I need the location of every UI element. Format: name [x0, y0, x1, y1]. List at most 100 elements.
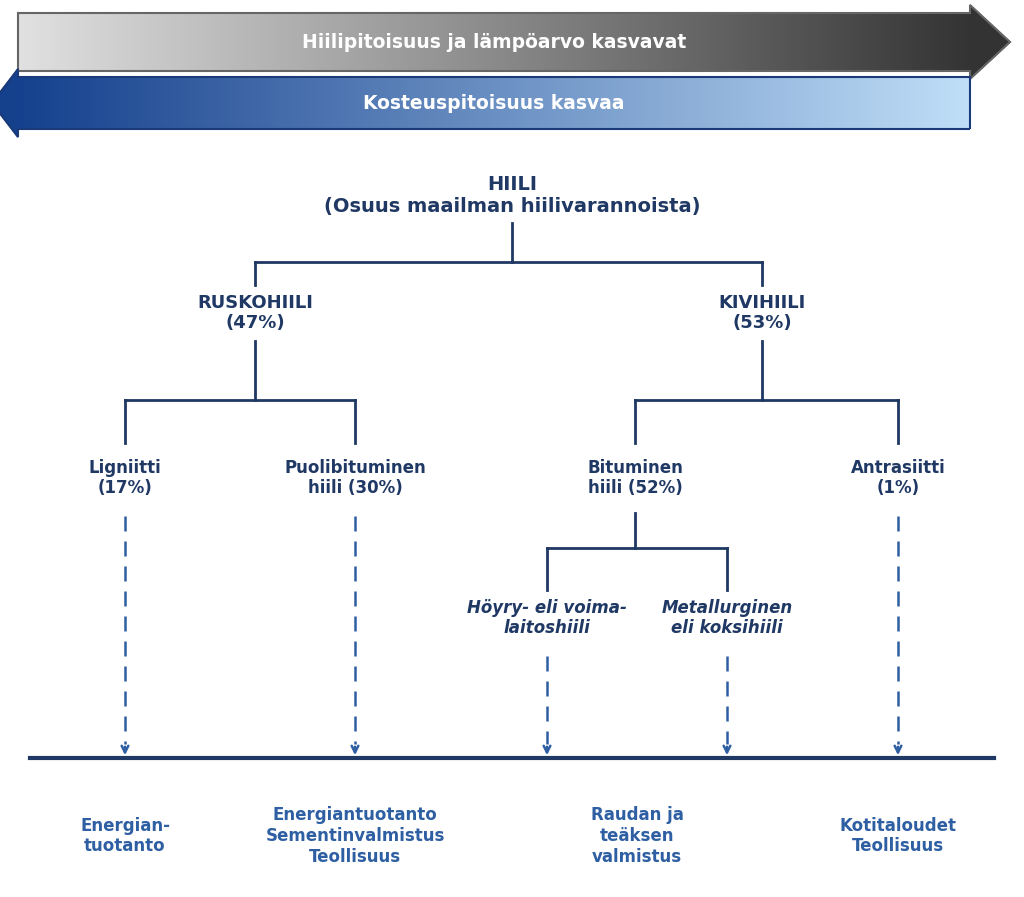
Bar [75, 13, 78, 71]
Bar [920, 13, 923, 71]
Bar [135, 13, 138, 71]
Bar [88, 13, 91, 71]
Bar [602, 13, 605, 71]
Bar [303, 13, 307, 71]
Text: HIILI
(Osuus maailman hiilivarannoista): HIILI (Osuus maailman hiilivarannoista) [324, 175, 700, 215]
Bar [152, 77, 155, 129]
Bar [481, 13, 484, 71]
Bar [268, 77, 271, 129]
Bar [313, 77, 316, 129]
Bar [672, 13, 675, 71]
Bar [345, 77, 348, 129]
Bar [364, 77, 367, 129]
Bar [592, 13, 596, 71]
Bar [624, 77, 628, 129]
Bar [78, 13, 82, 71]
Bar [167, 77, 170, 129]
Bar [738, 77, 741, 129]
Bar [932, 13, 935, 71]
Bar [957, 77, 961, 129]
Bar [906, 13, 909, 71]
Bar [903, 13, 906, 71]
Bar [106, 13, 110, 71]
Text: Antrasiitti
(1%): Antrasiitti (1%) [851, 458, 945, 498]
Bar [446, 77, 450, 129]
Bar [885, 77, 888, 129]
Bar [894, 77, 897, 129]
Bar [164, 77, 167, 129]
Bar [161, 77, 164, 129]
Bar [53, 13, 56, 71]
Bar [412, 13, 415, 71]
Bar [681, 77, 684, 129]
Bar [152, 13, 155, 71]
Bar [586, 77, 589, 129]
Bar [818, 13, 821, 71]
Bar [196, 77, 199, 129]
Bar [583, 13, 586, 71]
Bar [790, 77, 793, 129]
Bar [912, 77, 916, 129]
Bar [183, 13, 186, 71]
Bar [241, 77, 244, 129]
Bar [802, 13, 805, 71]
Bar [427, 77, 430, 129]
Bar [687, 13, 691, 71]
Bar [669, 77, 672, 129]
Bar [611, 77, 614, 129]
Bar [360, 13, 364, 71]
Bar [406, 13, 409, 71]
Bar [196, 13, 199, 71]
Bar [199, 13, 202, 71]
Bar [751, 13, 755, 71]
Bar [18, 13, 22, 71]
Text: Hiilipitoisuus ja lämpöarvo kasvavat: Hiilipitoisuus ja lämpöarvo kasvavat [302, 32, 686, 51]
Bar [567, 13, 570, 71]
Bar [954, 77, 957, 129]
Bar [830, 77, 834, 129]
Bar [621, 77, 624, 129]
Bar [510, 77, 513, 129]
Bar [608, 13, 611, 71]
Bar [498, 13, 501, 71]
Bar [110, 13, 114, 71]
Bar [300, 13, 303, 71]
Bar [247, 77, 250, 129]
Bar [663, 77, 666, 129]
Bar [490, 13, 494, 71]
Bar [487, 13, 490, 71]
Bar [567, 77, 570, 129]
Bar [456, 13, 459, 71]
Bar [805, 13, 808, 71]
Bar [437, 77, 440, 129]
Bar [282, 13, 285, 71]
Bar [177, 77, 180, 129]
Bar [631, 13, 634, 71]
Bar [450, 13, 453, 71]
Bar [62, 13, 66, 71]
Bar [285, 13, 288, 71]
Bar [941, 13, 944, 71]
Bar [466, 77, 469, 129]
Bar [675, 13, 678, 71]
Bar [323, 77, 326, 129]
Bar [643, 13, 646, 71]
Bar [850, 77, 853, 129]
Bar [897, 13, 900, 71]
Bar [155, 77, 158, 129]
Bar [542, 77, 545, 129]
Bar [652, 77, 655, 129]
Bar [513, 77, 516, 129]
Bar [640, 77, 643, 129]
Bar [364, 13, 367, 71]
Bar [354, 13, 357, 71]
Bar [805, 77, 808, 129]
Bar [106, 77, 110, 129]
Bar [808, 13, 811, 71]
Bar [50, 77, 53, 129]
Bar [773, 77, 776, 129]
Bar [767, 13, 770, 71]
Bar [821, 77, 824, 129]
Bar [158, 13, 161, 71]
Bar [723, 77, 726, 129]
